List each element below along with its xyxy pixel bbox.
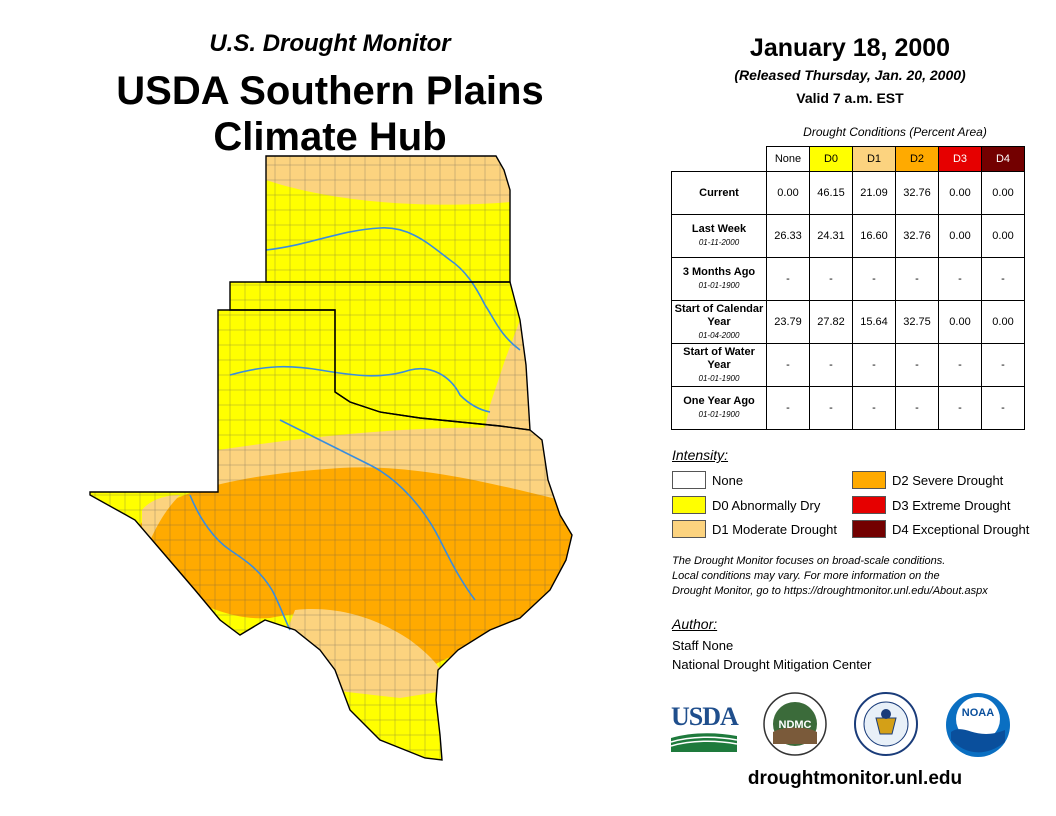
table-cell: - bbox=[766, 386, 810, 430]
legend-item-d0: D0 Abnormally Dry bbox=[672, 496, 820, 514]
table-cell: - bbox=[809, 257, 853, 301]
table-cell: 0.00 bbox=[766, 171, 810, 215]
legend-item-d2: D2 Severe Drought bbox=[852, 471, 1003, 489]
table-cell: - bbox=[852, 343, 896, 387]
table-cell: 46.15 bbox=[809, 171, 853, 215]
table-cell: - bbox=[938, 386, 982, 430]
legend-swatch bbox=[852, 520, 886, 538]
title-line-2: Climate Hub bbox=[213, 115, 447, 159]
table-cell: - bbox=[809, 343, 853, 387]
table-cell: 24.31 bbox=[809, 214, 853, 258]
drought-conditions-table: None D0 D1 D2 D3 D4 Current 0.00 46.15 2… bbox=[671, 146, 1025, 430]
map-date: January 18, 2000 bbox=[749, 34, 951, 62]
table-cell: - bbox=[981, 257, 1025, 301]
row-label: 3 Months Ago 01-01-1900 bbox=[671, 257, 767, 301]
col-none: None bbox=[766, 146, 810, 172]
table-cell: - bbox=[766, 257, 810, 301]
legend-swatch bbox=[852, 496, 886, 514]
table-cell: 23.79 bbox=[766, 300, 810, 344]
table-row: Start of Water Year 01-01-1900 - - - - - … bbox=[671, 343, 1025, 387]
table-cell: - bbox=[766, 343, 810, 387]
row-label: Start of Water Year 01-01-1900 bbox=[671, 343, 767, 387]
col-d4: D4 bbox=[981, 146, 1025, 172]
commerce-seal-logo bbox=[854, 692, 918, 756]
col-d1: D1 bbox=[852, 146, 896, 172]
table-header-row: None D0 D1 D2 D3 D4 bbox=[671, 146, 1025, 172]
table-cell: - bbox=[895, 257, 939, 301]
table-cell: 0.00 bbox=[938, 171, 982, 215]
table-row: One Year Ago 01-01-1900 - - - - - - bbox=[671, 386, 1025, 430]
svg-text:NOAA: NOAA bbox=[962, 707, 994, 719]
table-cell: 0.00 bbox=[938, 300, 982, 344]
table-row: Start of Calendar Year 01-04-2000 23.79 2… bbox=[671, 300, 1025, 344]
table-cell: 32.76 bbox=[895, 171, 939, 215]
legend-item-d1: D1 Moderate Drought bbox=[672, 520, 837, 538]
table-cell: - bbox=[852, 386, 896, 430]
table-cell: 0.00 bbox=[981, 214, 1025, 258]
map-subtitle: U.S. Drought Monitor bbox=[209, 30, 451, 57]
legend-title: Intensity: bbox=[672, 447, 729, 463]
release-date: (Released Thursday, Jan. 20, 2000) bbox=[734, 67, 966, 83]
svg-text:NDMC: NDMC bbox=[779, 719, 812, 731]
legend-swatch bbox=[672, 471, 706, 489]
legend-item-none: None bbox=[672, 471, 743, 489]
table-cell: - bbox=[981, 386, 1025, 430]
legend-swatch bbox=[672, 496, 706, 514]
table-title: Drought Conditions (Percent Area) bbox=[803, 125, 987, 139]
legend-item-d4: D4 Exceptional Drought bbox=[852, 520, 1029, 538]
table-cell: 15.64 bbox=[852, 300, 896, 344]
table-cell: 0.00 bbox=[981, 171, 1025, 215]
row-label: One Year Ago 01-01-1900 bbox=[671, 386, 767, 430]
table-cell: - bbox=[895, 386, 939, 430]
table-cell: - bbox=[938, 257, 982, 301]
col-d2: D2 bbox=[895, 146, 939, 172]
table-cell: 0.00 bbox=[938, 214, 982, 258]
row-label: Last Week 01-11-2000 bbox=[671, 214, 767, 258]
legend-item-d3: D3 Extreme Drought bbox=[852, 496, 1011, 514]
map-title: USDA Southern Plains Climate Hub bbox=[60, 68, 600, 160]
col-d3: D3 bbox=[938, 146, 982, 172]
table-cell: 32.75 bbox=[895, 300, 939, 344]
footer-url[interactable]: droughtmonitor.unl.edu bbox=[747, 768, 963, 789]
valid-time: Valid 7 a.m. EST bbox=[796, 90, 904, 106]
table-cell: 26.33 bbox=[766, 214, 810, 258]
author-org: National Drought Mitigation Center bbox=[672, 657, 872, 672]
author-title: Author: bbox=[672, 616, 718, 632]
table-cell: - bbox=[809, 386, 853, 430]
table-row: Current 0.00 46.15 21.09 32.76 0.00 0.00 bbox=[671, 171, 1025, 215]
row-label: Start of Calendar Year 01-04-2000 bbox=[671, 300, 767, 344]
table-cell: 21.09 bbox=[852, 171, 896, 215]
table-cell: 16.60 bbox=[852, 214, 896, 258]
legend-swatch bbox=[672, 520, 706, 538]
noaa-logo: NOAA bbox=[946, 693, 1010, 757]
table-row: 3 Months Ago 01-01-1900 - - - - - - bbox=[671, 257, 1025, 301]
usda-logo: USDA bbox=[670, 702, 739, 752]
table-cell: - bbox=[852, 257, 896, 301]
header-blank bbox=[671, 146, 767, 172]
table-cell: - bbox=[981, 343, 1025, 387]
author-name: Staff None bbox=[672, 638, 734, 653]
table-row: Last Week 01-11-2000 26.33 24.31 16.60 32… bbox=[671, 214, 1025, 258]
table-cell: - bbox=[938, 343, 982, 387]
table-cell: 0.00 bbox=[981, 300, 1025, 344]
table-cell: - bbox=[895, 343, 939, 387]
table-cell: 27.82 bbox=[809, 300, 853, 344]
disclaimer-note: The Drought Monitor focuses on broad-sca… bbox=[672, 555, 988, 597]
ndmc-logo: NDMC bbox=[763, 692, 827, 756]
title-line-1: USDA Southern Plains bbox=[116, 69, 544, 113]
legend-swatch bbox=[852, 471, 886, 489]
col-d0: D0 bbox=[809, 146, 853, 172]
drought-map bbox=[89, 155, 573, 761]
row-label: Current bbox=[671, 171, 767, 215]
table-cell: 32.76 bbox=[895, 214, 939, 258]
